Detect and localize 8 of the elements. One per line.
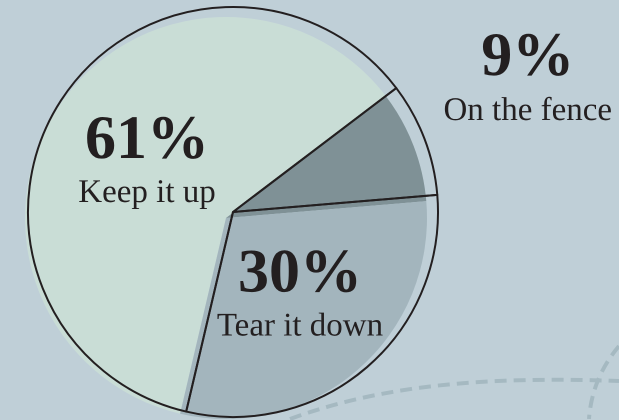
slice-label: On the fence (443, 92, 612, 128)
pie-slice (25, 17, 386, 414)
slice-label: Keep it up (78, 174, 216, 210)
data-label: 30% (238, 238, 362, 306)
pie-slice (226, 96, 426, 218)
data-label: 9% (481, 20, 574, 89)
slice-label: Tear it down (216, 308, 384, 344)
data-label: 61% (85, 104, 210, 172)
